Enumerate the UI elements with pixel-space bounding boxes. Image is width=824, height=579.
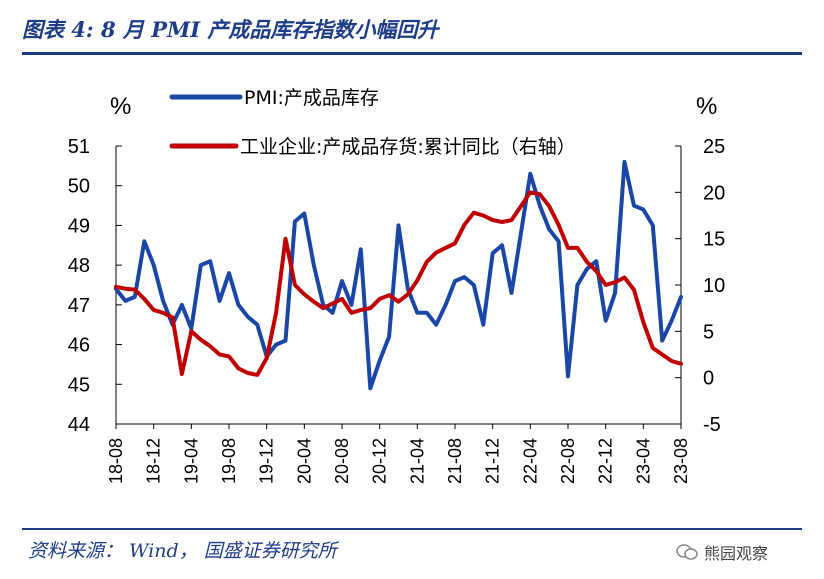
x-tick-label: 22-04 <box>520 438 540 484</box>
left-tick-label: 51 <box>68 136 90 158</box>
x-tick-label: 23-08 <box>671 438 691 484</box>
series-line-inventory <box>114 190 683 377</box>
right-tick-label: 5 <box>703 321 714 343</box>
left-tick-label: 50 <box>68 176 90 198</box>
left-axis-unit: % <box>110 93 131 120</box>
left-tick-label: 47 <box>68 295 90 317</box>
x-tick-label: 18-08 <box>106 438 126 484</box>
series-line-pmi <box>114 159 683 391</box>
x-tick-label: 22-08 <box>558 438 578 484</box>
source-note: 资料来源： Wind， 国盛证券研究所 <box>28 540 337 562</box>
watermark: 熊园观察 <box>676 540 768 564</box>
chart-title: 图表 4: 8 月 PMI 产成品库存指数小幅回升 <box>22 17 439 42</box>
left-tick-label: 49 <box>68 215 90 237</box>
title-rule <box>22 52 802 55</box>
x-tick-label: 22-12 <box>596 438 616 484</box>
x-tick-label: 21-04 <box>407 438 427 484</box>
legend-label: 工业企业:产成品存货:累计同比（右轴） <box>240 136 576 158</box>
right-tick-label: 25 <box>703 136 725 158</box>
left-tick-label: 45 <box>68 374 90 396</box>
legend-label: PMI:产成品库存 <box>244 87 379 109</box>
x-tick-label: 23-04 <box>633 438 653 484</box>
wechat-icon <box>676 544 698 560</box>
x-tick-label: 19-04 <box>181 438 201 484</box>
chart-marks <box>114 159 683 391</box>
footer-rule <box>22 528 802 530</box>
x-tick-label: 20-04 <box>294 438 314 484</box>
x-tick-label: 18-12 <box>144 438 164 484</box>
x-tick-label: 20-08 <box>332 438 352 484</box>
x-tick-label: 21-12 <box>483 438 503 484</box>
right-tick-label: -5 <box>703 414 721 436</box>
x-tick-label: 19-08 <box>219 438 239 484</box>
right-axis-unit: % <box>696 93 717 120</box>
right-tick-label: 20 <box>703 182 725 204</box>
x-tick-label: 19-12 <box>257 438 277 484</box>
right-tick-label: 0 <box>703 368 714 390</box>
x-tick-label: 20-12 <box>370 438 390 484</box>
chart-labels: 44 45 46 47 48 49 50 51 -5 0 5 10 15 20 25% % 18-08 18-12… <box>68 87 726 484</box>
right-tick-label: 15 <box>703 229 725 251</box>
right-tick-label: 10 <box>703 275 725 297</box>
left-tick-label: 46 <box>68 335 90 357</box>
left-tick-label: 44 <box>68 414 90 436</box>
watermark-text: 熊园观察 <box>704 544 769 563</box>
chart-axes <box>115 145 682 429</box>
x-tick-label: 21-08 <box>445 438 465 484</box>
left-tick-label: 48 <box>68 255 90 277</box>
